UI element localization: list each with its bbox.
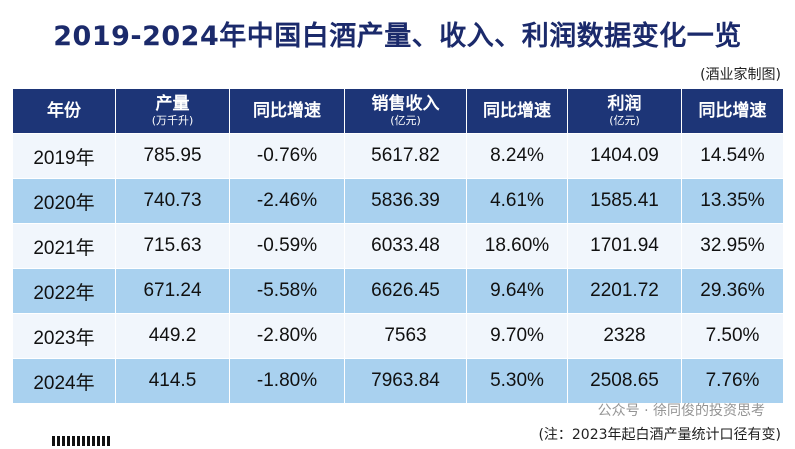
cell-revenue-growth: 18.60% xyxy=(466,223,568,269)
table-row: 2021年 715.63 -0.59% 6033.48 18.60% 1701.… xyxy=(12,223,784,269)
cell-profit: 2508.65 xyxy=(567,358,682,404)
footnote: (注：2023年起白酒产量统计口径有变) xyxy=(538,427,781,443)
cell-profit-growth: 7.50% xyxy=(681,313,784,359)
cell-output-growth: -2.80% xyxy=(229,313,345,359)
cell-year: 2023年 xyxy=(12,313,116,359)
cell-year: 2019年 xyxy=(12,133,116,179)
cell-output: 414.5 xyxy=(115,358,230,404)
header-revenue-growth: 同比增速 xyxy=(466,88,568,134)
cell-revenue: 5617.82 xyxy=(344,133,467,179)
table-row: 2022年 671.24 -5.58% 6626.45 9.64% 2201.7… xyxy=(12,268,784,314)
cell-output: 715.63 xyxy=(115,223,230,269)
table-row: 2019年 785.95 -0.76% 5617.82 8.24% 1404.0… xyxy=(12,133,784,179)
header-revenue: 销售收入 (亿元) xyxy=(344,88,467,134)
source-label: (酒业家制图) xyxy=(700,67,781,83)
cell-profit: 1404.09 xyxy=(567,133,682,179)
cell-output-growth: -0.76% xyxy=(229,133,345,179)
header-profit-growth: 同比增速 xyxy=(681,88,784,134)
cell-revenue: 7563 xyxy=(344,313,467,359)
cell-output: 449.2 xyxy=(115,313,230,359)
cell-revenue: 5836.39 xyxy=(344,178,467,224)
cell-revenue-growth: 9.70% xyxy=(466,313,568,359)
cell-output-growth: -5.58% xyxy=(229,268,345,314)
cell-profit-growth: 29.36% xyxy=(681,268,784,314)
header-profit: 利润 (亿元) xyxy=(567,88,682,134)
cell-profit: 2201.72 xyxy=(567,268,682,314)
table-row: 2020年 740.73 -2.46% 5836.39 4.61% 1585.4… xyxy=(12,178,784,224)
header-output-growth: 同比增速 xyxy=(229,88,345,134)
cell-year: 2021年 xyxy=(12,223,116,269)
cell-profit-growth: 32.95% xyxy=(681,223,784,269)
cell-profit: 1701.94 xyxy=(567,223,682,269)
table-row: 2024年 414.5 -1.80% 7963.84 5.30% 2508.65… xyxy=(12,358,784,404)
cell-revenue: 6626.45 xyxy=(344,268,467,314)
table-row: 2023年 449.2 -2.80% 7563 9.70% 2328 7.50% xyxy=(12,313,784,359)
cell-profit-growth: 13.35% xyxy=(681,178,784,224)
cell-revenue: 6033.48 xyxy=(344,223,467,269)
cell-revenue-growth: 9.64% xyxy=(466,268,568,314)
cell-profit-growth: 14.54% xyxy=(681,133,784,179)
header-output: 产量 (万千升) xyxy=(115,88,230,134)
page-title: 2019-2024年中国白酒产量、收入、利润数据变化一览 xyxy=(53,21,742,52)
qr-code-icon xyxy=(52,436,112,446)
cell-output: 740.73 xyxy=(115,178,230,224)
cell-output-growth: -0.59% xyxy=(229,223,345,269)
wechat-account-watermark: 公众号 · 徐同俊的投资思考 xyxy=(597,403,765,419)
cell-revenue: 7963.84 xyxy=(344,358,467,404)
cell-profit-growth: 7.76% xyxy=(681,358,784,404)
cell-year: 2020年 xyxy=(12,178,116,224)
cell-revenue-growth: 8.24% xyxy=(466,133,568,179)
table-header-row: 年份 产量 (万千升) 同比增速 销售收入 (亿元) 同比增速 利润 (亿元) 同比增… xyxy=(12,88,784,134)
cell-year: 2024年 xyxy=(12,358,116,404)
cell-profit: 2328 xyxy=(567,313,682,359)
cell-output-growth: -2.46% xyxy=(229,178,345,224)
cell-revenue-growth: 5.30% xyxy=(466,358,568,404)
cell-profit: 1585.41 xyxy=(567,178,682,224)
cell-output: 785.95 xyxy=(115,133,230,179)
cell-output: 671.24 xyxy=(115,268,230,314)
cell-revenue-growth: 4.61% xyxy=(466,178,568,224)
cell-year: 2022年 xyxy=(12,268,116,314)
data-table: 年份 产量 (万千升) 同比增速 销售收入 (亿元) 同比增速 利润 (亿元) 同比增… xyxy=(12,88,784,404)
header-year: 年份 xyxy=(12,88,116,134)
cell-output-growth: -1.80% xyxy=(229,358,345,404)
